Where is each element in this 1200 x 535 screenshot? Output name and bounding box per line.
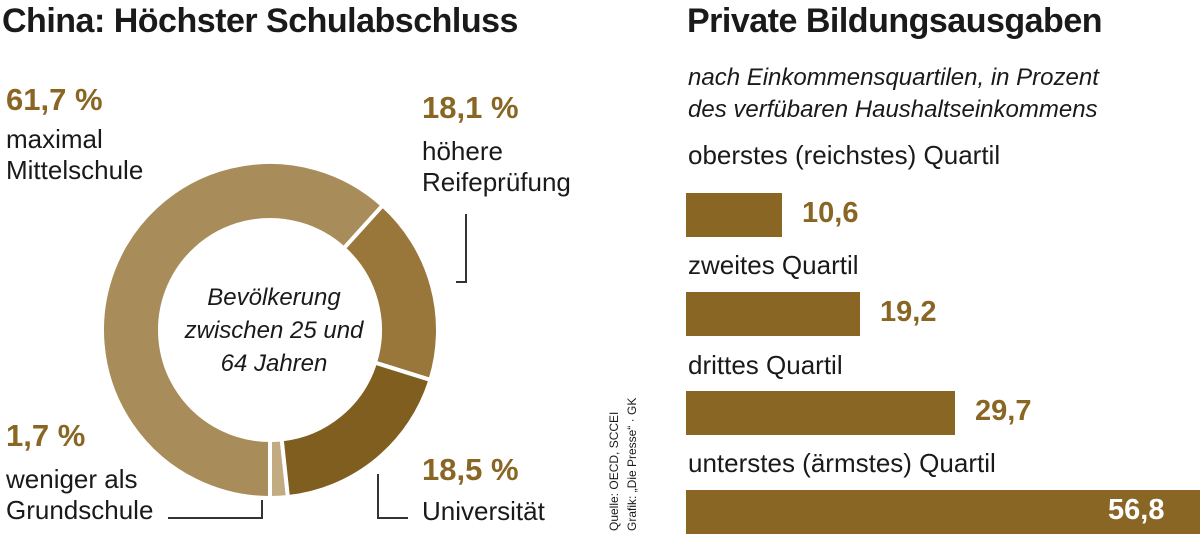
leader-universitaet — [377, 474, 408, 519]
slice-name-line: Mittelschule — [6, 155, 144, 185]
slice-value: 61,7 % — [6, 82, 103, 117]
left-chart-title: China: Höchster Schulabschluss — [2, 2, 518, 40]
center-line-1: Bevölkerung — [207, 284, 341, 311]
slice-label-universitaet: 18,5 % Universität — [422, 452, 545, 527]
right-chart-subtitle-1: nach Einkommensquartilen, in Prozent — [688, 64, 1099, 91]
center-line-3: 64 Jahren — [220, 350, 328, 377]
donut-center-label: Bevölkerung zwischen 25 und 64 Jahren — [174, 281, 374, 380]
leader-grundschule — [168, 500, 263, 519]
slice-name-line: Grundschule — [6, 495, 154, 525]
bar-category-label: drittes Quartil — [688, 350, 843, 380]
right-chart-subtitle-2: des verfübaren Haushaltseinkommens — [688, 96, 1098, 123]
slice-value: 1,7 % — [6, 418, 86, 453]
slice-name-line: weniger als — [6, 464, 138, 494]
slice-name-line: höhere — [422, 136, 503, 166]
slice-value: 18,5 % — [422, 452, 519, 487]
bar — [686, 391, 955, 435]
slice-name-line: maximal — [6, 124, 103, 154]
center-line-2: zwischen 25 und — [184, 317, 364, 344]
bar-value-label: 10,6 — [802, 197, 859, 229]
bar-category-label: unterstes (ärmstes) Quartil — [688, 448, 996, 478]
bar — [686, 193, 782, 237]
slice-name-line: Universität — [422, 496, 545, 526]
slice-label-mittelschule: 61,7 % maximal Mittelschule — [6, 82, 143, 186]
donut-slice-universitaet — [279, 360, 433, 500]
slice-label-grundschule: 1,7 % weniger als Grundschule — [6, 418, 153, 526]
bar-value-label: 19,2 — [880, 296, 937, 328]
donut-chart — [100, 160, 467, 519]
bar-value-label: 29,7 — [975, 395, 1032, 427]
bar — [686, 292, 860, 336]
bar-value-label: 56,8 — [1108, 494, 1165, 526]
slice-value: 18,1 % — [422, 90, 519, 125]
bar — [686, 490, 1200, 534]
bar-category-label: zweites Quartil — [688, 250, 859, 280]
slice-label-reifepruefung: 18,1 % höhere Reifeprüfung — [422, 90, 571, 198]
donut-slice-mittelschule — [100, 160, 386, 501]
leader-reifepruefung — [456, 214, 467, 283]
bar-category-label: oberstes (reichstes) Quartil — [688, 140, 1001, 170]
right-chart-title: Private Bildungsausgaben — [687, 2, 1103, 40]
slice-name-line: Reifeprüfung — [422, 167, 571, 197]
